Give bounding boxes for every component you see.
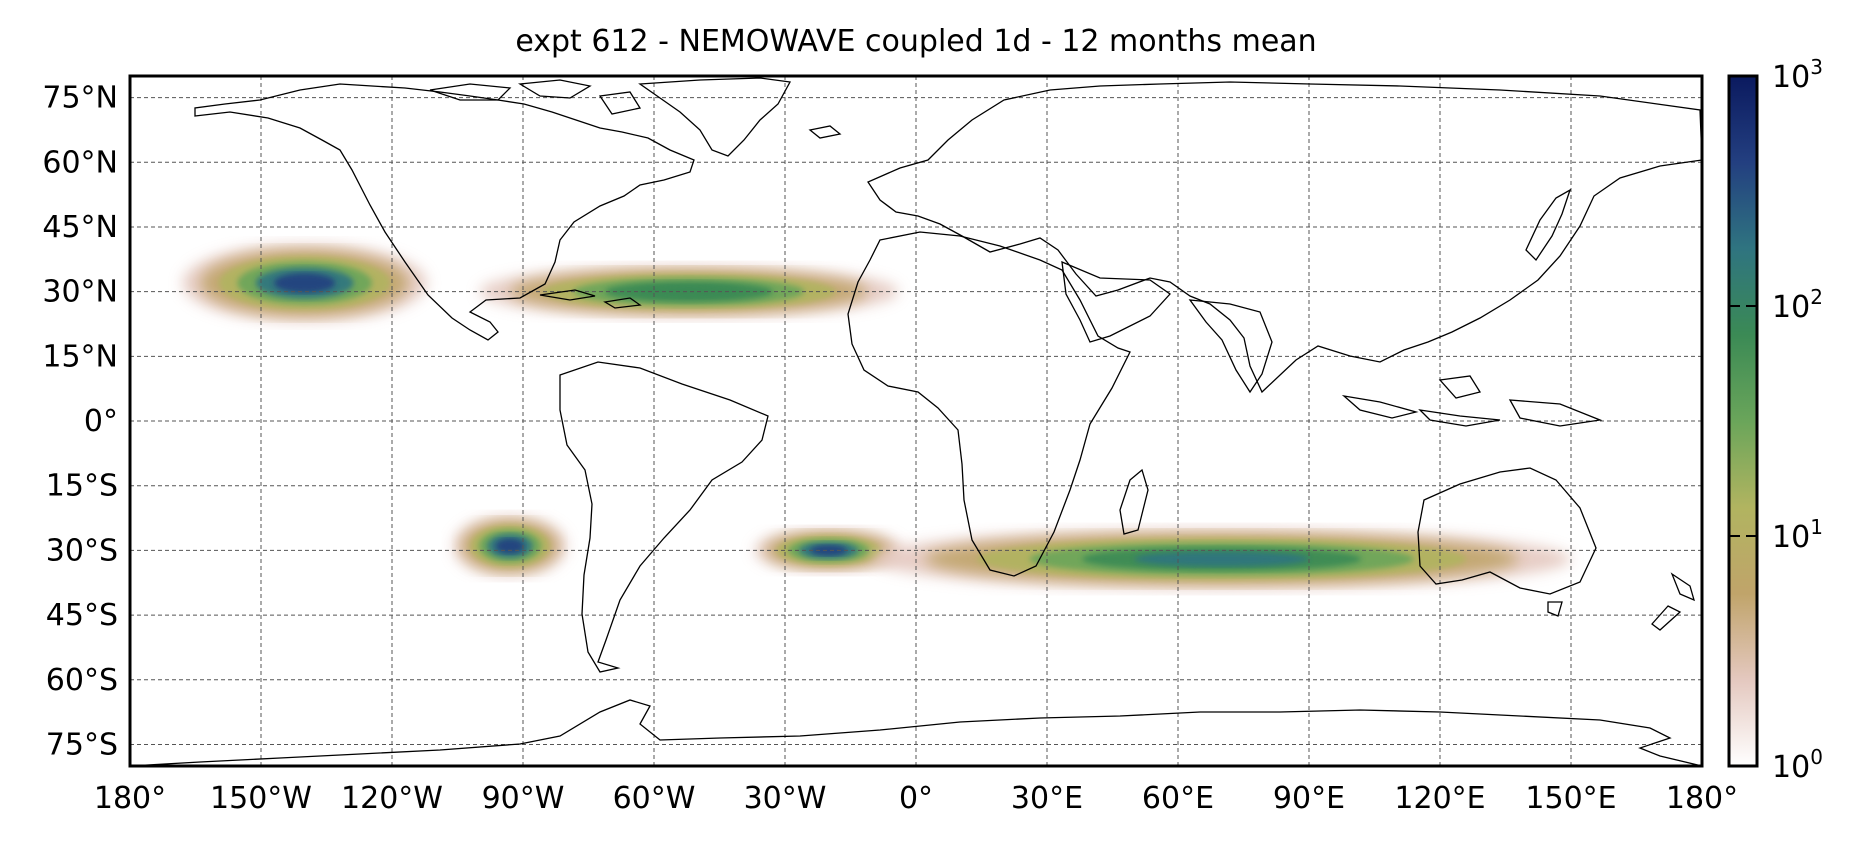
coastline-australia [1417,467,1597,595]
coastline-south-america [559,361,769,673]
colorbar-tick-label: 101 [1772,515,1823,555]
lon-tick-label: 180° [94,781,166,816]
zone-contour [1134,551,1309,567]
colorbar-tick-label: 102 [1772,285,1823,325]
lat-tick-label: 15°S [46,469,118,504]
lat-tick-label: 60°S [46,663,118,698]
lat-tick-label: 0° [84,404,118,439]
zone-contour [495,538,525,554]
lon-tick-label: 30°E [1011,781,1083,816]
accumulation-zone [479,265,899,318]
coastline-madagascar [1119,468,1149,535]
map-frame [128,74,1704,768]
lon-tick-label: 0° [899,781,933,816]
map-gridlines [130,76,1702,766]
lat-tick-label: 75°S [46,727,118,762]
lon-tick-label: 60°E [1142,781,1214,816]
coastline-antarctica [130,699,1702,766]
lat-tick-label: 30°N [42,275,118,310]
coastline-indonesia [1341,375,1603,427]
coastline-north-america [194,83,695,341]
coastline-india [1188,299,1273,394]
latitude-tick-labels: 75°N 60°N 45°N 30°N 15°N 0° 15°S 30°S 45°S 60°S 75… [42,81,118,763]
zone-contour [636,285,742,299]
map-plot-area [128,74,1704,768]
lon-tick-label: 30°W [744,781,827,816]
zone-contour [274,273,336,293]
accumulation-zone [872,528,1571,590]
accumulation-zones [182,244,1571,590]
coastline-arctic-islands [429,79,642,115]
coastline-greenland [638,77,792,157]
coastlines [130,77,1702,766]
coastline-arabia [1061,260,1171,343]
lon-tick-label: 150°E [1525,781,1616,816]
lon-tick-label: 180° [1666,781,1738,816]
map-title: expt 612 - NEMOWAVE coupled 1d - 12 mont… [515,24,1317,59]
coastline-japan [1525,188,1572,262]
colorbar-gradient [1729,76,1757,766]
lat-tick-label: 60°N [42,145,118,180]
colorbar: 103 102 101 100 [1727,55,1823,785]
lat-tick-label: 30°S [46,533,118,568]
lat-tick-label: 75°N [42,81,118,116]
zone-contour [810,544,848,556]
coastline-caribbean [539,289,642,309]
accumulation-zone [453,515,567,577]
lon-tick-label: 90°W [482,781,565,816]
coastline-iceland [808,125,842,139]
colorbar-tick-label: 100 [1772,745,1823,785]
accumulation-zone [754,528,903,572]
colorbar-frame [1727,74,1759,768]
lon-tick-label: 120°W [341,781,443,816]
colorbar-ticks: 103 102 101 100 [1729,55,1823,785]
lat-tick-label: 15°N [42,339,118,374]
coastline-tasmania [1547,601,1563,617]
colorbar-tick-label: 103 [1772,55,1823,95]
lon-tick-label: 90°E [1273,781,1345,816]
coastline-eurasia [867,81,1702,394]
lat-tick-label: 45°N [42,210,118,245]
longitude-tick-labels: 180° 150°W 120°W 90°W 60°W 30°W 0° 30°E 60°E 90°E… [94,781,1738,816]
coastline-new-zealand [1651,572,1696,631]
accumulation-zone [182,244,427,322]
lat-tick-label: 45°S [46,598,118,633]
lon-tick-label: 60°W [613,781,696,816]
lon-tick-label: 120°E [1394,781,1485,816]
lon-tick-label: 150°W [210,781,312,816]
coastline-africa [847,231,1131,577]
